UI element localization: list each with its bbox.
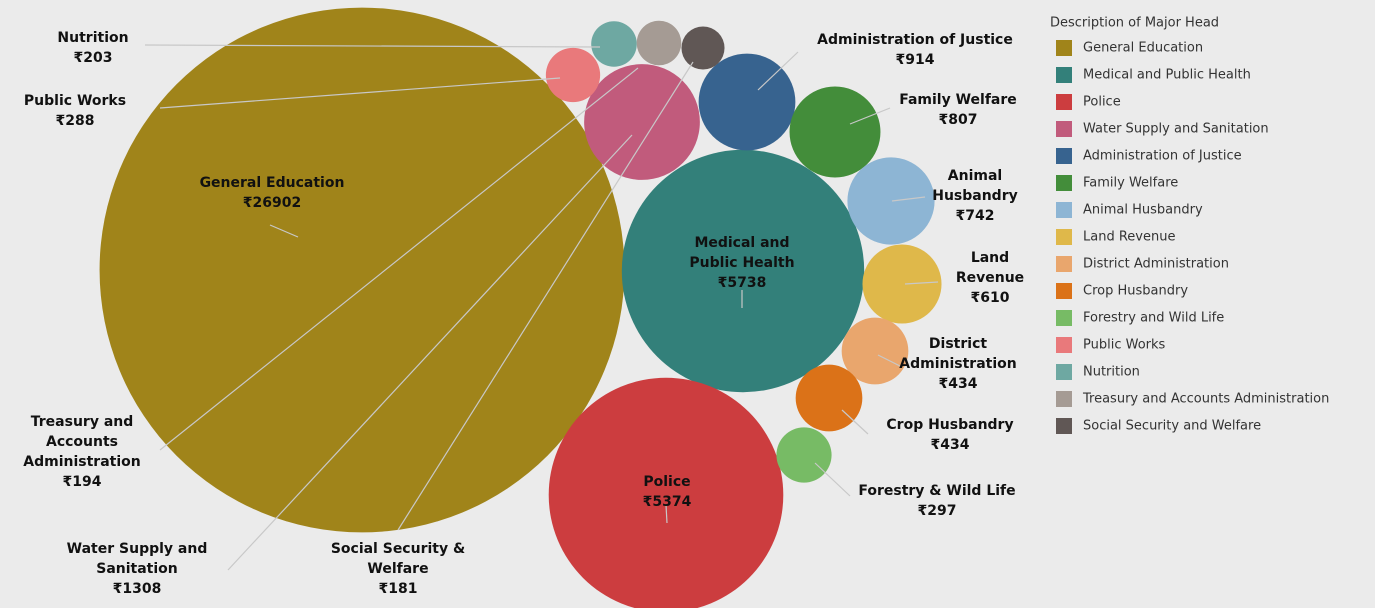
bubble — [795, 364, 863, 432]
legend-label: Crop Husbandry — [1083, 284, 1188, 299]
legend-swatch — [1056, 391, 1072, 407]
value-label: ₹742 — [956, 208, 995, 224]
bubble-label: Crop Husbandry — [886, 417, 1013, 433]
legend-swatch — [1056, 94, 1072, 110]
leader-line — [814, 462, 851, 497]
legend-label: Treasury and Accounts Administration — [1082, 392, 1329, 407]
value-label: ₹434 — [931, 437, 970, 453]
legend-swatch — [1056, 148, 1072, 164]
bubble-label: Administration — [23, 454, 140, 470]
legend-swatch — [1056, 256, 1072, 272]
value-label: ₹434 — [939, 376, 978, 392]
leader-line — [757, 51, 799, 91]
leader-line — [904, 281, 939, 285]
bubble — [591, 21, 637, 67]
bubble-label: Social Security & — [331, 541, 465, 557]
bubble-label: Husbandry — [932, 188, 1018, 204]
bubble-label: Police — [643, 474, 690, 490]
legend-swatch — [1056, 229, 1072, 245]
legend-label: Administration of Justice — [1083, 149, 1242, 164]
legend-swatch — [1056, 67, 1072, 83]
leader-line — [665, 504, 668, 524]
leader-line — [269, 224, 299, 238]
bubble-label: Administration of Justice — [817, 32, 1013, 48]
value-label: ₹5374 — [643, 494, 692, 510]
leader-line — [227, 134, 633, 571]
bubble — [548, 377, 784, 608]
bubble-label: Public Works — [24, 93, 126, 109]
bubble-label: Welfare — [367, 561, 428, 577]
bubble — [584, 64, 700, 180]
bubble — [621, 149, 865, 393]
leader-line — [397, 61, 694, 531]
leader-line — [849, 107, 891, 125]
legend-label: District Administration — [1083, 257, 1229, 272]
bubble — [862, 244, 942, 324]
value-label: ₹1308 — [113, 581, 162, 597]
bubble-label: Revenue — [956, 270, 1024, 286]
bubble-label: Land — [971, 250, 1009, 266]
leader-line — [159, 67, 639, 451]
legend-swatch — [1056, 418, 1072, 434]
bubble — [841, 317, 909, 385]
leader-line — [877, 354, 901, 367]
leader-line — [891, 196, 926, 202]
leader-line — [841, 409, 869, 435]
bubble-label: Animal — [948, 168, 1002, 184]
value-label: ₹203 — [74, 50, 113, 66]
bubble-label: Nutrition — [57, 30, 128, 46]
value-label: ₹26902 — [243, 195, 301, 211]
bubble-label: Administration — [899, 356, 1016, 372]
legend-label: Family Welfare — [1083, 176, 1178, 191]
legend-label: Medical and Public Health — [1083, 68, 1251, 83]
bubble — [776, 427, 832, 483]
legend-label: Public Works — [1083, 338, 1166, 353]
bubble-label: Water Supply and — [67, 541, 208, 557]
value-label: ₹610 — [971, 290, 1010, 306]
bubble-label: Public Health — [689, 255, 794, 271]
legend-swatch — [1056, 175, 1072, 191]
leader-line — [159, 77, 561, 109]
bubble-label: General Education — [200, 175, 345, 191]
value-label: ₹807 — [939, 112, 978, 128]
bubble — [789, 86, 881, 178]
value-label: ₹5738 — [718, 275, 767, 291]
legend-swatch — [1056, 202, 1072, 218]
legend-label: Water Supply and Sanitation — [1083, 122, 1269, 137]
value-label: ₹288 — [56, 113, 95, 129]
legend-label: Land Revenue — [1083, 230, 1175, 245]
value-label: ₹914 — [896, 52, 935, 68]
legend-swatch — [1056, 364, 1072, 380]
bubble-label: District — [929, 336, 987, 352]
legend-title: Description of Major Head — [1050, 16, 1219, 31]
legend-label: Animal Husbandry — [1083, 203, 1203, 218]
legend-label: Police — [1083, 95, 1121, 110]
bubble-label: Forestry & Wild Life — [858, 483, 1015, 499]
legend-label: Forestry and Wild Life — [1083, 311, 1224, 326]
bubble-label: Sanitation — [96, 561, 178, 577]
legend-swatch — [1056, 310, 1072, 326]
bubble — [847, 157, 935, 245]
value-label: ₹297 — [918, 503, 957, 519]
bubble-label: Medical and — [694, 235, 789, 251]
leader-line — [144, 44, 601, 48]
legend-swatch — [1056, 121, 1072, 137]
bubble — [545, 47, 601, 103]
legend-swatch — [1056, 283, 1072, 299]
bubble-label: Accounts — [46, 434, 118, 450]
bubble-label: Family Welfare — [899, 92, 1017, 108]
bubble — [99, 7, 625, 533]
legend-label: Nutrition — [1083, 365, 1140, 380]
bubble-label: Treasury and — [31, 414, 134, 430]
legend-swatch — [1056, 40, 1072, 56]
legend-label: Social Security and Welfare — [1083, 419, 1261, 434]
bubble — [681, 26, 725, 70]
legend-label: General Education — [1083, 41, 1203, 56]
value-label: ₹194 — [63, 474, 102, 490]
bubble — [636, 20, 682, 66]
value-label: ₹181 — [379, 581, 418, 597]
legend-swatch — [1056, 337, 1072, 353]
